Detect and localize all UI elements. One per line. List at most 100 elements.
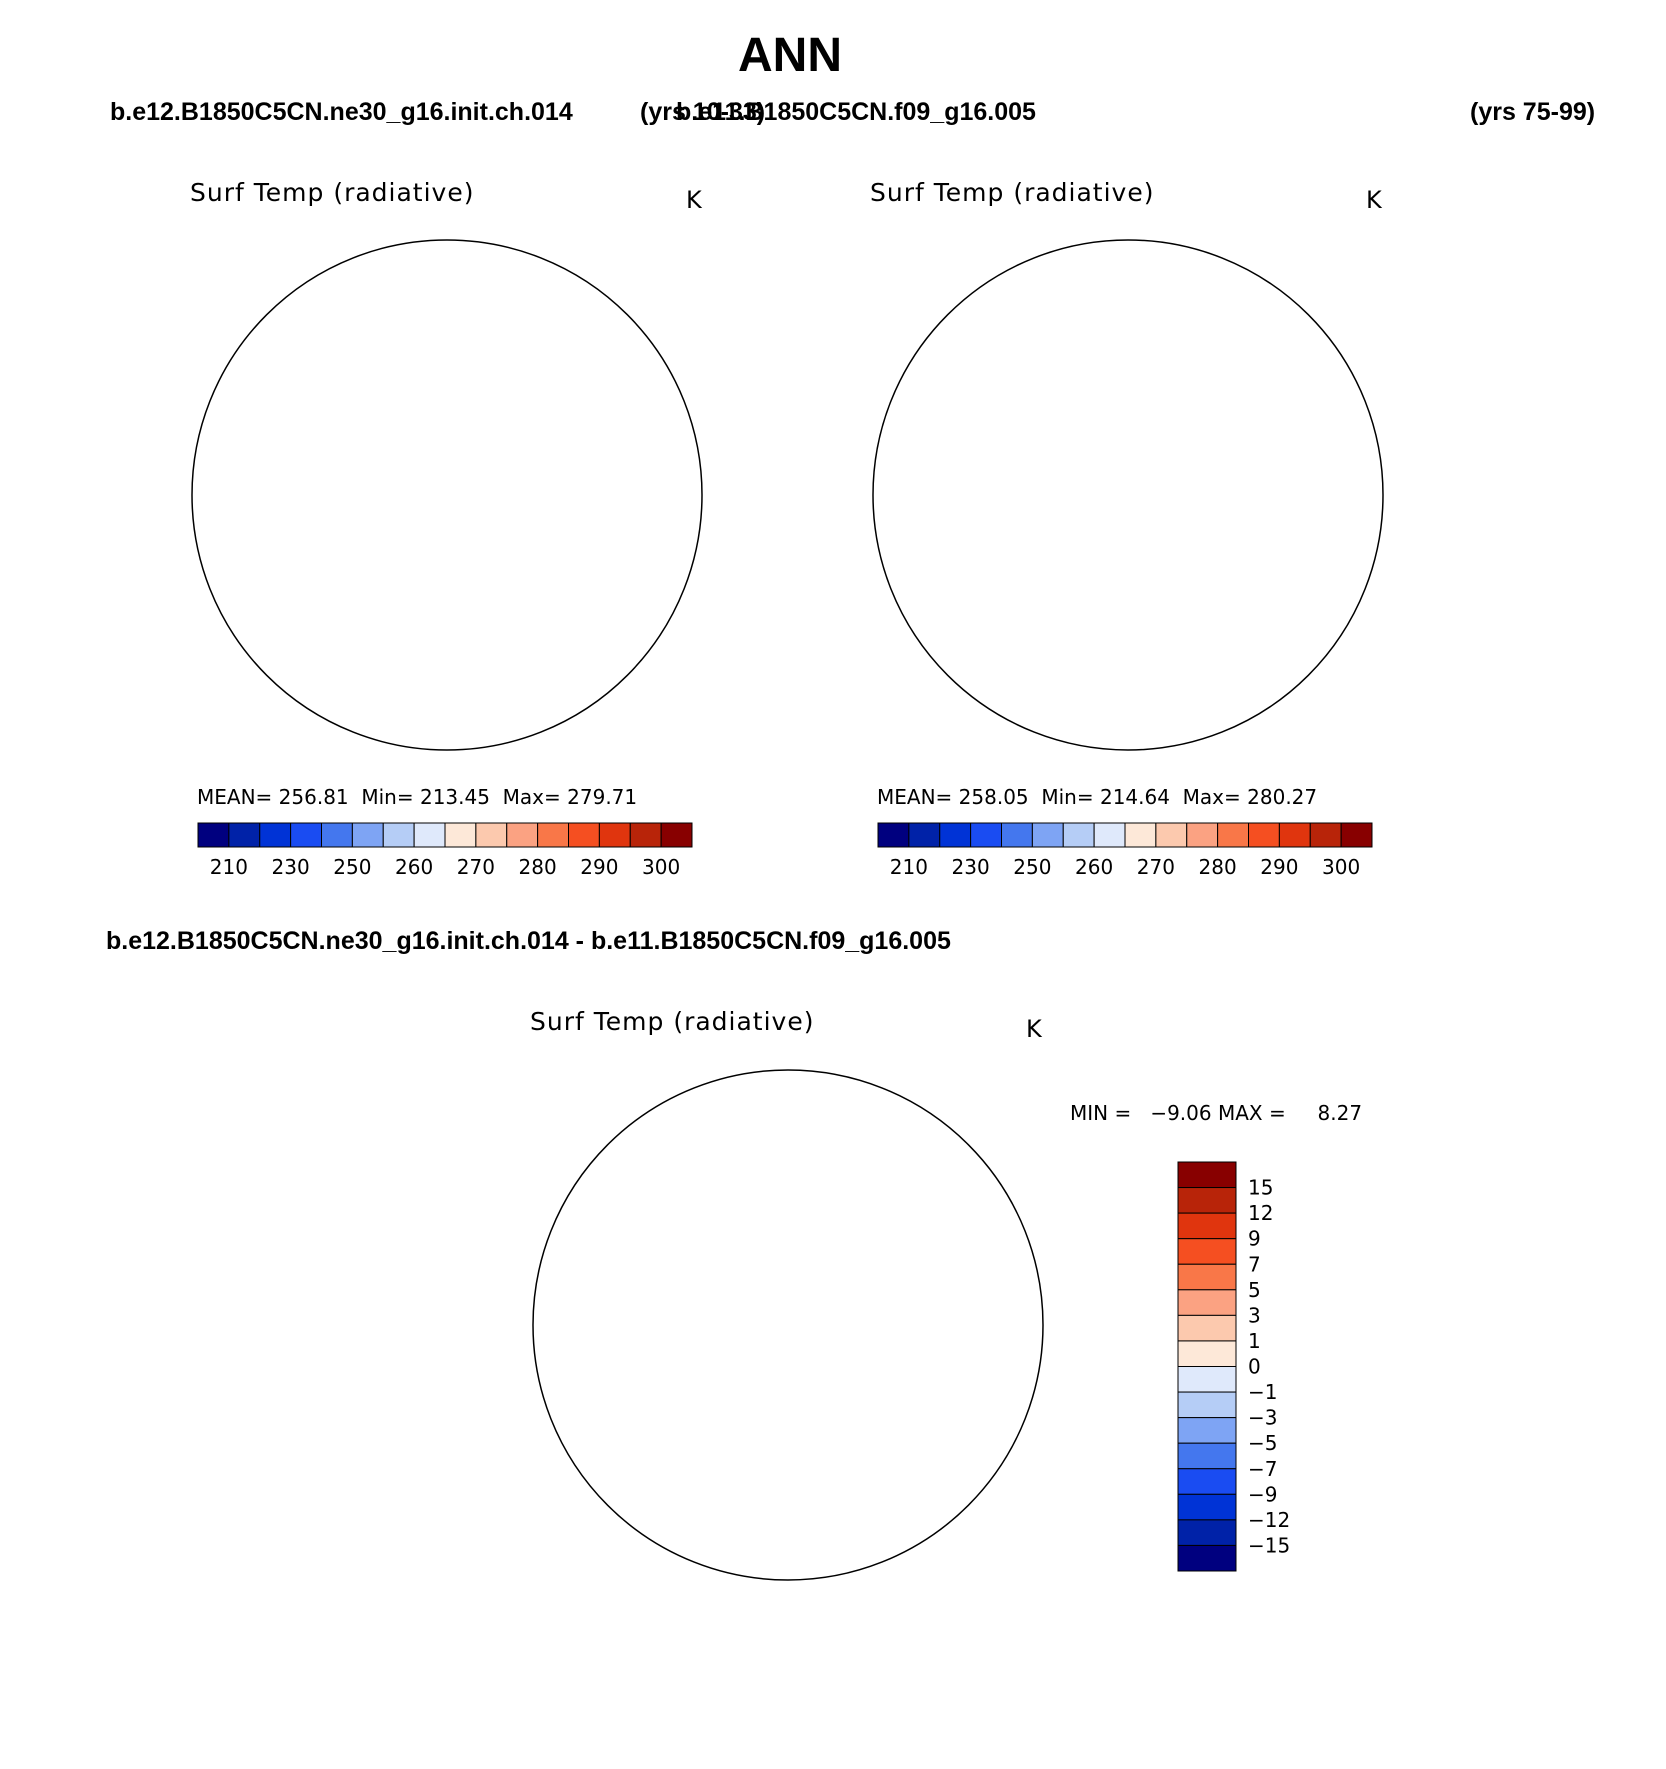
panel1-colorbar-swatch-13 (598, 822, 631, 848)
panel1-colorbar-swatch-6 (382, 822, 415, 848)
panel2-colorbar-swatch-7 (1093, 822, 1126, 848)
panel3-colorbar-swatch-8 (1177, 1366, 1237, 1393)
panel3-colorbar-swatch-6 (1177, 1314, 1237, 1342)
panel3-colorbar-swatch-13 (1177, 1493, 1237, 1521)
panel3-colorbar-swatch-9 (1177, 1391, 1237, 1419)
panel1-min-value: 213.45 (419, 785, 490, 809)
panel3-colorbar-tick-label: 9 (1248, 1227, 1261, 1251)
panel3-colorbar-swatch-12 (1177, 1468, 1237, 1495)
panel1-colorbar-swatch-0 (197, 822, 230, 848)
panel3-colorbar-swatch-3 (1177, 1238, 1237, 1265)
panel3-min-label: MIN = (1070, 1101, 1132, 1125)
panel3-stats: MIN = −9.06 MAX = 8.27 (1070, 1101, 1362, 1125)
panel2-colorbar-swatch-9 (1155, 822, 1188, 848)
panel1-colorbar-swatch-7 (413, 822, 446, 848)
panel3-colorbar-swatch-15 (1177, 1544, 1237, 1572)
panel3-title: Surf Temp (radiative) (530, 1007, 815, 1036)
panel2-stats: MEAN= 258.05 Min= 214.64 Max= 280.27 (877, 785, 1317, 809)
panel2-colorbar-swatch-0 (877, 822, 910, 848)
panel1-colorbar-swatch-12 (568, 822, 600, 848)
difference-title: b.e12.B1850C5CN.ne30_g16.init.ch.014 - b… (106, 927, 951, 955)
panel3-colorbar-swatch-2 (1177, 1212, 1237, 1240)
panel1-colorbar-swatch-3 (290, 822, 322, 848)
panel1-mean-label: MEAN= (197, 785, 273, 809)
panel2-min-label: Min= (1041, 785, 1094, 809)
panel2-max-label: Max= (1182, 785, 1241, 809)
panel3-colorbar-swatch-7 (1177, 1340, 1237, 1367)
panel2-colorbar-tick-label: 210 (890, 855, 928, 879)
panel1-colorbar-swatch-14 (629, 822, 662, 848)
panel1-units: K (686, 186, 702, 214)
panel2-colorbar-tick-label: 270 (1137, 855, 1175, 879)
panel3-colorbar-tick-label: −12 (1248, 1508, 1290, 1532)
panel1-colorbar-swatch-8 (444, 822, 477, 848)
panel1-colorbar-tick-label: 280 (519, 855, 557, 879)
panel3-colorbar-tick-label: 7 (1248, 1252, 1261, 1276)
panel2-title: Surf Temp (radiative) (870, 178, 1155, 207)
panel1-colorbar-tick-label: 300 (642, 855, 680, 879)
panel1-colorbar-swatch-5 (351, 822, 384, 848)
panel2-min-value: 214.64 (1099, 785, 1170, 809)
panel1-max-label: Max= (502, 785, 561, 809)
panel2-colorbar-swatch-6 (1062, 822, 1095, 848)
panel2-colorbar-tick-label: 260 (1075, 855, 1113, 879)
panel2-colorbar-swatch-3 (970, 822, 1002, 848)
panel3-colorbar-swatch-4 (1177, 1263, 1237, 1291)
panel2-colorbar-tick-label: 290 (1260, 855, 1298, 879)
panel1-colorbar-swatch-1 (228, 822, 261, 848)
panel3-colorbar-tick-label: −7 (1248, 1457, 1277, 1481)
panel1-colorbar-tick-label: 250 (333, 855, 371, 879)
panel1-colorbar-swatch-11 (537, 822, 569, 848)
panel3-colorbar-swatch-11 (1177, 1442, 1237, 1470)
panel3-colorbar-swatch-5 (1177, 1289, 1237, 1316)
case2-label: b.e11.B1850C5CN.f09_g16.005 (676, 98, 1036, 126)
panel2-mean-value: 258.05 (958, 785, 1029, 809)
panel1-colorbar-tick-label: 210 (210, 855, 248, 879)
panel1-colorbar-tick-label: 270 (457, 855, 495, 879)
panel2-colorbar-swatch-11 (1217, 822, 1249, 848)
panel1-colorbar-tick-label: 260 (395, 855, 433, 879)
panel3-colorbar-tick-label: −15 (1248, 1533, 1290, 1557)
panel1-stats: MEAN= 256.81 Min= 213.45 Max= 279.71 (197, 785, 637, 809)
panel3-colorbar-tick-label: −9 (1248, 1482, 1277, 1506)
panel2-colorbar-swatch-2 (939, 822, 972, 848)
panel3-max-label: MAX = (1217, 1101, 1286, 1125)
panel1-colorbar: 210 230 250 260 270 280 290 300 (197, 822, 693, 879)
panel3-units: K (1026, 1015, 1042, 1043)
panel2-colorbar-swatch-5 (1031, 822, 1064, 848)
panel3-colorbar-tick-label: −1 (1248, 1380, 1277, 1404)
panel2-colorbar: 210 230 250 260 270 280 290 300 (877, 822, 1373, 879)
panel3-colorbar-tick-label: 0 (1248, 1355, 1261, 1379)
panel2-colorbar-tick-label: 230 (952, 855, 990, 879)
panel1-colorbar-swatch-2 (259, 822, 292, 848)
panel1-colorbar-swatch-9 (475, 822, 508, 848)
panel3-colorbar-tick-label: 1 (1248, 1329, 1261, 1353)
panel3-colorbar-swatch-14 (1177, 1519, 1237, 1546)
panel1-colorbar-swatch-10 (506, 822, 539, 848)
panel2-colorbar-swatch-13 (1278, 822, 1311, 848)
page-title: ANN (738, 29, 842, 82)
panel1-min-label: Min= (361, 785, 414, 809)
panel2-colorbar-swatch-12 (1248, 822, 1280, 848)
panel3-colorbar-swatch-0 (1177, 1161, 1237, 1189)
panel3-max-value: 8.27 (1317, 1101, 1363, 1125)
panel2-max-value: 280.27 (1247, 785, 1318, 809)
panel1-colorbar-swatch-4 (321, 822, 353, 848)
panel3-colorbar-swatch-10 (1177, 1417, 1237, 1444)
panel1-mean-value: 256.81 (278, 785, 349, 809)
case2-years-label: (yrs 75-99) (1470, 98, 1596, 126)
panel3-colorbar-tick-label: 5 (1248, 1278, 1261, 1302)
case1-years-label: (yrs 10-33) (640, 98, 766, 126)
panel3-colorbar-tick-label: 15 (1248, 1176, 1273, 1200)
panel3-colorbar-tick-label: 12 (1248, 1201, 1273, 1225)
panel2-mean-label: MEAN= (877, 785, 953, 809)
panel1-colorbar-swatch-15 (660, 822, 693, 848)
panel2-colorbar-swatch-10 (1186, 822, 1219, 848)
panel1-max-value: 279.71 (567, 785, 638, 809)
panel2-colorbar-swatch-1 (908, 822, 941, 848)
panel2-colorbar-tick-label: 250 (1013, 855, 1051, 879)
panel2-colorbar-tick-label: 300 (1322, 855, 1360, 879)
panel3-colorbar-tick-label: −5 (1248, 1431, 1277, 1455)
